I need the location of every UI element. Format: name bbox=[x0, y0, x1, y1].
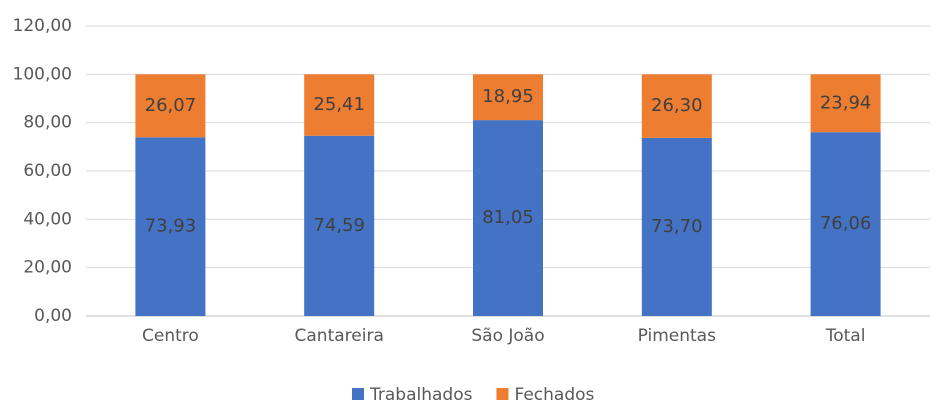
data-label: 23,94 bbox=[820, 92, 872, 113]
legend-label: Trabalhados bbox=[369, 385, 473, 405]
y-tick-label: 40,00 bbox=[23, 209, 72, 229]
y-tick-label: 80,00 bbox=[23, 113, 72, 133]
data-label: 76,06 bbox=[820, 213, 872, 234]
bar-segment bbox=[135, 74, 206, 138]
x-tick-label: São João bbox=[471, 326, 544, 346]
data-label: 26,07 bbox=[145, 95, 197, 116]
data-label: 26,30 bbox=[651, 95, 703, 116]
legend-label: Fechados bbox=[514, 385, 594, 405]
data-label: 81,05 bbox=[482, 207, 534, 228]
bar-segment bbox=[304, 135, 375, 316]
y-tick-label: 20,00 bbox=[23, 258, 72, 278]
legend-swatch bbox=[352, 388, 364, 400]
bar-segment bbox=[641, 74, 712, 138]
x-tick-label: Pimentas bbox=[638, 326, 716, 346]
bar-segment bbox=[135, 137, 206, 316]
data-label: 74,59 bbox=[313, 215, 365, 236]
y-tick-label: 60,00 bbox=[23, 161, 72, 181]
x-tick-label: Centro bbox=[142, 326, 199, 346]
x-tick-label: Cantareira bbox=[295, 326, 384, 346]
bar-segment bbox=[810, 132, 881, 316]
y-tick-label: 100,00 bbox=[13, 64, 72, 84]
x-tick-label: Total bbox=[825, 326, 866, 346]
bar-segment bbox=[473, 74, 543, 121]
data-label: 18,95 bbox=[482, 86, 534, 107]
y-tick-label: 120,00 bbox=[13, 16, 72, 36]
bar-segment bbox=[304, 74, 375, 136]
y-tick-label: 0,00 bbox=[34, 306, 72, 326]
legend-swatch bbox=[496, 388, 509, 400]
bar-segment bbox=[810, 74, 881, 133]
data-label: 25,41 bbox=[313, 94, 365, 115]
data-label: 73,70 bbox=[651, 216, 703, 237]
bar-segment bbox=[641, 137, 712, 316]
data-label: 73,93 bbox=[145, 216, 197, 237]
bar-segment bbox=[473, 120, 543, 316]
